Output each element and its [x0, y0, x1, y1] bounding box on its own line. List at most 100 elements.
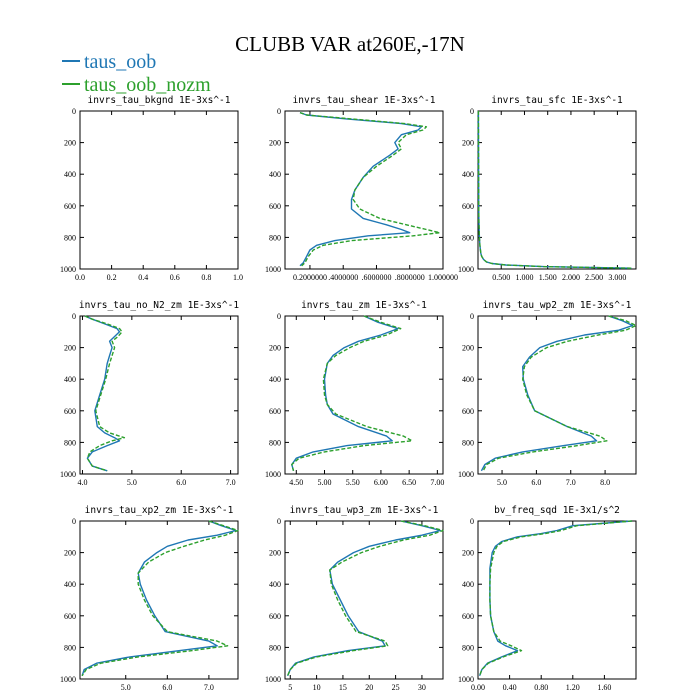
y-tick-label: 600	[64, 407, 76, 416]
x-tick-label: 0.6	[170, 273, 180, 282]
y-tick-label: 1000	[265, 675, 281, 684]
y-tick-label: 400	[269, 170, 281, 179]
y-tick-label: 1000	[60, 265, 76, 274]
y-tick-label: 1000	[60, 470, 76, 479]
panel-title: bv_freq_sqd 1E-3x1/s^2	[494, 505, 620, 516]
series-line-taus-oob	[477, 110, 632, 269]
y-tick-label: 800	[462, 643, 474, 652]
y-tick-label: 400	[64, 580, 76, 589]
panel-title: invrs_tau_no_N2_zm 1E-3xs^-1	[79, 300, 239, 311]
panel-frame	[284, 110, 444, 270]
x-tick-label: 6.0	[162, 683, 172, 692]
panel-frame	[477, 315, 637, 475]
y-tick-label: 600	[462, 407, 474, 416]
panel-title: invrs_tau_bkgnd 1E-3xs^-1	[88, 95, 231, 106]
x-tick-label: 0.00	[471, 683, 485, 692]
series-line-taus-oob-nozm	[84, 315, 126, 472]
y-tick-label: 1000	[458, 265, 474, 274]
x-tick-label: 0.80	[534, 683, 548, 692]
y-tick-label: 400	[64, 170, 76, 179]
y-tick-label: 600	[269, 407, 281, 416]
panel-frame	[284, 520, 444, 680]
y-tick-label: 0	[72, 107, 76, 116]
panel-frame	[79, 110, 239, 270]
series-line-taus-oob-nozm	[81, 520, 239, 677]
panel-invrs-tau-sfc: invrs_tau_sfc 1E-3xs^-1 0 200 400 600 800 1000…	[458, 95, 637, 282]
panel-invrs-tau-wp3-zm: invrs_tau_wp3_zm 1E-3xs^-1 0 200 400 600 800 1…	[265, 505, 444, 692]
y-tick-label: 400	[269, 375, 281, 384]
series-line-taus-oob-nozm	[478, 520, 633, 677]
y-tick-label: 800	[64, 233, 76, 242]
panel-invrs-tau-zm: invrs_tau_zm 1E-3xs^-1 0 200 400 600 800 1000 4…	[265, 300, 444, 487]
x-tick-label: 5	[288, 683, 292, 692]
legend: taus_oob taus_oob_nozm	[62, 52, 211, 98]
y-tick-label: 200	[269, 139, 281, 148]
y-tick-label: 400	[462, 375, 474, 384]
y-tick-label: 200	[269, 549, 281, 558]
panel-invrs-tau-xp2-zm: invrs_tau_xp2_zm 1E-3xs^-1 0 200 400 600 800 1…	[60, 505, 239, 692]
y-tick-label: 1000	[265, 265, 281, 274]
y-tick-label: 600	[269, 202, 281, 211]
panel-title: invrs_tau_sfc 1E-3xs^-1	[491, 95, 623, 106]
panel-title: invrs_tau_zm 1E-3xs^-1	[301, 300, 427, 311]
x-tick-label: .6000000	[361, 273, 391, 282]
y-tick-label: 800	[269, 233, 281, 242]
y-tick-label: 800	[462, 233, 474, 242]
x-tick-label: 25	[392, 683, 400, 692]
x-tick-label: 1.000	[515, 273, 533, 282]
x-tick-label: 6.50	[402, 478, 416, 487]
y-tick-label: 0	[72, 517, 76, 526]
y-tick-label: 400	[64, 375, 76, 384]
y-tick-label: 200	[462, 344, 474, 353]
panel-title: invrs_tau_wp2_zm 1E-3xs^-1	[483, 300, 632, 311]
panel-frame	[79, 520, 239, 680]
y-tick-label: 0	[470, 312, 474, 321]
x-tick-label: 3.000	[608, 273, 626, 282]
x-tick-label: 5.0	[497, 478, 507, 487]
x-tick-label: 0.8	[201, 273, 211, 282]
legend-swatch-taus-oob	[62, 60, 80, 63]
x-tick-label: 1.000000	[428, 273, 458, 282]
x-tick-label: 0.0	[75, 273, 85, 282]
y-tick-label: 200	[462, 139, 474, 148]
y-tick-label: 200	[269, 344, 281, 353]
legend-swatch-taus-oob-nozm	[62, 83, 80, 86]
x-tick-label: 0.4	[138, 273, 148, 282]
y-tick-label: 600	[462, 202, 474, 211]
x-tick-label: 7.0	[226, 478, 236, 487]
y-tick-label: 800	[64, 643, 76, 652]
y-tick-label: 0	[470, 517, 474, 526]
x-tick-label: 6.0	[176, 478, 186, 487]
x-tick-label: 1.60	[597, 683, 611, 692]
x-tick-label: 6.0	[531, 478, 541, 487]
series-line-taus-oob	[291, 315, 399, 471]
y-tick-label: 1000	[458, 470, 474, 479]
series-line-taus-oob	[299, 111, 423, 267]
x-tick-label: .4000000	[328, 273, 358, 282]
y-tick-label: 200	[64, 139, 76, 148]
panel-invrs-tau-bkgnd: invrs_tau_bkgnd 1E-3xs^-1 0 200 400 600 800 10…	[60, 95, 243, 282]
y-tick-label: 600	[64, 202, 76, 211]
y-tick-label: 800	[64, 438, 76, 447]
panel-bv-freq-sqd: bv_freq_sqd 1E-3x1/s^2020040060080010000…	[458, 505, 637, 692]
figure-title: CLUBB VAR at260E,-17N	[235, 32, 465, 56]
y-tick-label: 1000	[458, 675, 474, 684]
panel-invrs-tau-no-N2-zm: invrs_tau_no_N2_zm 1E-3xs^-10 200 400 600 80…	[60, 300, 239, 487]
x-tick-label: 1.20	[566, 683, 580, 692]
x-tick-label: 5.00	[318, 478, 332, 487]
series-line-taus-oob-nozm	[291, 315, 413, 471]
panel-title: invrs_tau_wp3_zm 1E-3xs^-1	[290, 505, 439, 516]
panel-frame	[79, 315, 239, 475]
panel-title: invrs_tau_shear 1E-3xs^-1	[293, 95, 436, 106]
x-tick-label: 4.50	[289, 478, 303, 487]
series-line-taus-oob-nozm	[482, 315, 637, 472]
x-tick-label: 1.500	[539, 273, 557, 282]
y-tick-label: 400	[269, 580, 281, 589]
y-tick-label: 200	[64, 549, 76, 558]
panel-invrs-tau-wp2-zm: invrs_tau_wp2_zm 1E-3xs^-1 0 200 400 600 800 1…	[458, 300, 637, 487]
x-tick-label: 5.0	[121, 683, 131, 692]
x-tick-label: 6.00	[374, 478, 388, 487]
y-tick-label: 0	[277, 107, 281, 116]
y-tick-label: 400	[462, 170, 474, 179]
